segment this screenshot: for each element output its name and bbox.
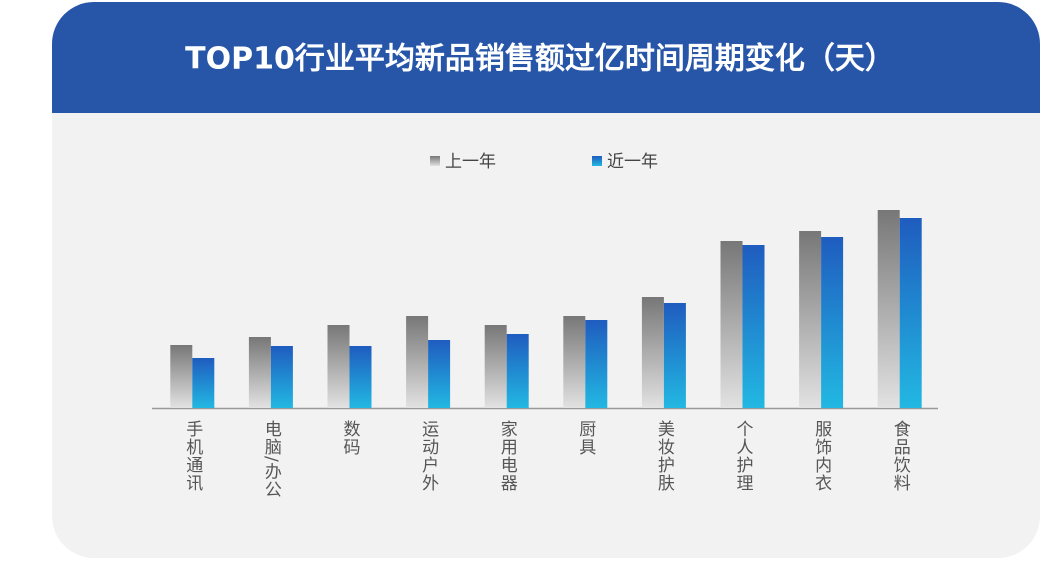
bar [484,325,507,408]
x-tick-label: 运动户外 [418,420,439,492]
x-tick-label: 手机通讯 [182,420,203,492]
x-tick-label: 美妆护肤 [654,420,675,492]
bar [663,303,686,408]
bar [641,297,664,408]
legend-label: 近一年 [607,152,658,172]
legend-swatch [430,156,440,166]
chart-title: TOP10行业平均新品销售额过亿时间周期变化（天） [185,42,895,77]
x-tick-label: 电脑/办公 [261,420,282,499]
legend-label: 上一年 [445,152,496,172]
x-tick-label: 厨具 [575,420,596,456]
x-tick-label: 数码 [340,420,361,456]
x-tick-label: 服饰内衣 [811,420,832,492]
bar [406,316,429,408]
bar [821,237,844,408]
legend-swatch [592,156,602,166]
bar [428,340,451,408]
bar [270,346,293,408]
bar [742,245,765,408]
bar [349,346,372,408]
bar [192,358,215,408]
bar [506,334,529,408]
x-tick-label: 食品饮料 [890,420,911,492]
bar [248,337,271,408]
bar [563,316,586,408]
bar [170,345,193,408]
bar [720,241,743,408]
x-tick-label: 个人护理 [733,420,754,492]
bar [799,231,822,408]
header [52,2,1040,113]
bar [585,320,608,408]
x-tick-label: 家用电器 [497,420,518,492]
bar [877,210,900,408]
bar [899,218,922,408]
bar [327,325,350,408]
